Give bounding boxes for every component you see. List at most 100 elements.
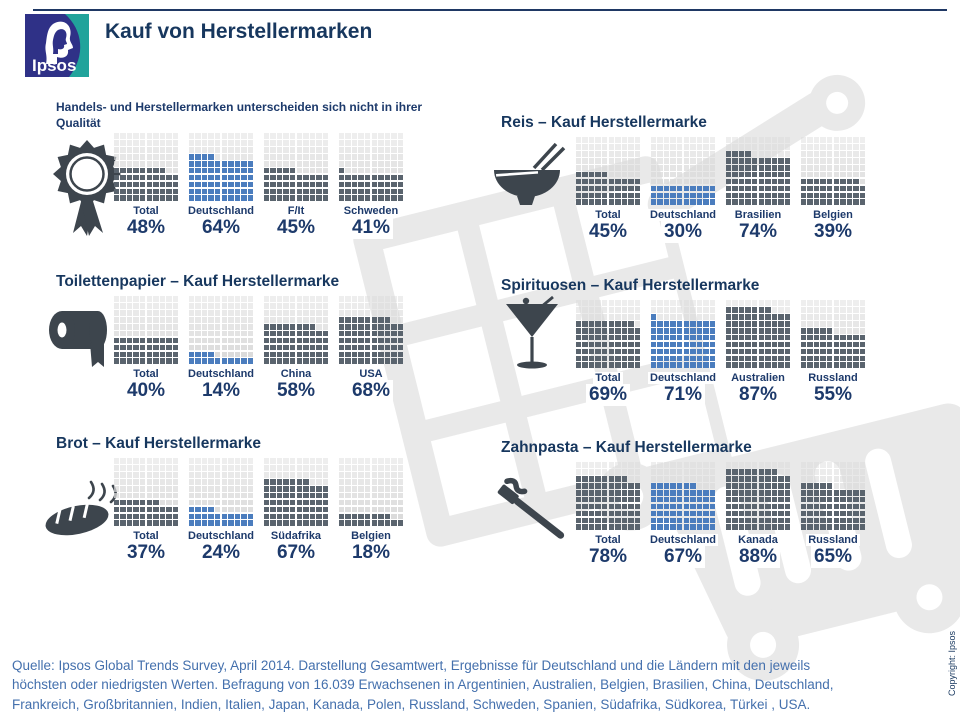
- waffle-cell: [608, 143, 615, 150]
- waffle-cell: [358, 146, 364, 153]
- waffle-cell: [807, 462, 813, 468]
- waffle-cell: [228, 309, 234, 316]
- waffle-cell: [351, 330, 358, 337]
- waffle-cell: [234, 358, 241, 365]
- waffle-cell: [153, 181, 159, 188]
- waffle-cell: [575, 157, 582, 164]
- waffle-cell: [732, 157, 738, 164]
- waffle-cell: [241, 344, 247, 351]
- waffle-cell: [650, 355, 657, 362]
- waffle-cell: [316, 330, 322, 337]
- waffle-cell: [309, 464, 316, 471]
- waffle-cell: [690, 143, 696, 150]
- waffle-cell: [833, 341, 840, 348]
- waffle-cell: [628, 164, 634, 171]
- waffle-cell: [683, 503, 690, 510]
- waffle-cell: [703, 489, 709, 496]
- waffle-cell: [208, 520, 214, 527]
- waffle-cell: [316, 146, 322, 153]
- waffle-cell: [709, 341, 716, 348]
- waffle-cell: [221, 309, 228, 316]
- waffle-cell: [309, 188, 316, 195]
- waffle-cell: [126, 195, 133, 202]
- waffle-cell: [615, 178, 621, 185]
- waffle-cell: [289, 358, 296, 365]
- waffle-cell: [133, 344, 139, 351]
- waffle-cell: [784, 137, 791, 143]
- waffle-cell: [188, 139, 195, 146]
- waffle-cell: [153, 351, 159, 358]
- waffle-cell: [765, 503, 771, 510]
- waffle-cell: [846, 334, 853, 341]
- waffle-cell: [634, 496, 641, 503]
- waffle-cell: [188, 513, 195, 520]
- waffle-cell: [221, 133, 228, 139]
- waffle-cell: [601, 185, 608, 192]
- waffle-cell: [133, 471, 139, 478]
- waffle-cell: [188, 471, 195, 478]
- waffle-cell: [378, 351, 384, 358]
- waffle-cell: [289, 506, 296, 513]
- percentage-value: 40%: [123, 380, 169, 403]
- waffle-cell: [159, 160, 166, 167]
- waffle-cell: [397, 133, 404, 139]
- waffle-cell: [188, 309, 195, 316]
- waffle-cell: [846, 192, 853, 199]
- waffle-cell: [846, 300, 853, 306]
- waffle-cell: [188, 485, 195, 492]
- waffle-cell: [588, 362, 595, 369]
- waffle-cell: [738, 348, 745, 355]
- waffle-cell: [166, 316, 172, 323]
- waffle-cell: [384, 478, 391, 485]
- waffle-cell: [153, 458, 159, 464]
- waffle-cell: [391, 330, 397, 337]
- waffle-cell: [322, 139, 329, 146]
- waffle-cell: [316, 195, 322, 202]
- waffle-cell: [378, 302, 384, 309]
- waffle-cell: [120, 506, 126, 513]
- waffle-cell: [725, 341, 732, 348]
- waffle-cell: [696, 306, 703, 313]
- waffle-cell: [765, 171, 771, 178]
- waffle-cell: [820, 199, 826, 206]
- waffle-cell: [650, 157, 657, 164]
- waffle-cell: [628, 157, 634, 164]
- waffle-cell: [745, 517, 751, 524]
- waffle-cell: [840, 313, 846, 320]
- waffle-cell: [650, 482, 657, 489]
- waffle-cell: [221, 464, 228, 471]
- waffle-cell: [166, 302, 172, 309]
- waffle-cell: [778, 192, 784, 199]
- waffle-cell: [270, 520, 276, 527]
- waffle-cell: [397, 344, 404, 351]
- waffle-cell: [778, 334, 784, 341]
- waffle-cell: [247, 323, 254, 330]
- waffle-cell: [833, 192, 840, 199]
- waffle-cell: [234, 492, 241, 499]
- waffle-cell: [621, 348, 628, 355]
- waffle-cell: [126, 323, 133, 330]
- waffle-cell: [338, 323, 345, 330]
- waffle-cell: [113, 133, 120, 139]
- waffle-cell: [384, 344, 391, 351]
- waffle-cell: [322, 309, 329, 316]
- waffle-cell: [241, 492, 247, 499]
- waffle-cell: [221, 478, 228, 485]
- waffle-cell: [650, 503, 657, 510]
- waffle-cell: [241, 302, 247, 309]
- waffle-cell: [595, 355, 601, 362]
- waffle-cell: [351, 520, 358, 527]
- waffle-cell: [276, 174, 283, 181]
- waffle-cell: [228, 296, 234, 302]
- waffle-cell: [650, 313, 657, 320]
- waffle-cell: [703, 503, 709, 510]
- waffle-cell: [676, 362, 683, 369]
- waffle-cell: [807, 300, 813, 306]
- waffle-cell: [601, 192, 608, 199]
- waffle-cell: [303, 471, 309, 478]
- waffle-cell: [690, 468, 696, 475]
- waffle-cell: [303, 506, 309, 513]
- waffle-cell: [384, 188, 391, 195]
- waffle-cell: [732, 362, 738, 369]
- waffle-cell: [126, 520, 133, 527]
